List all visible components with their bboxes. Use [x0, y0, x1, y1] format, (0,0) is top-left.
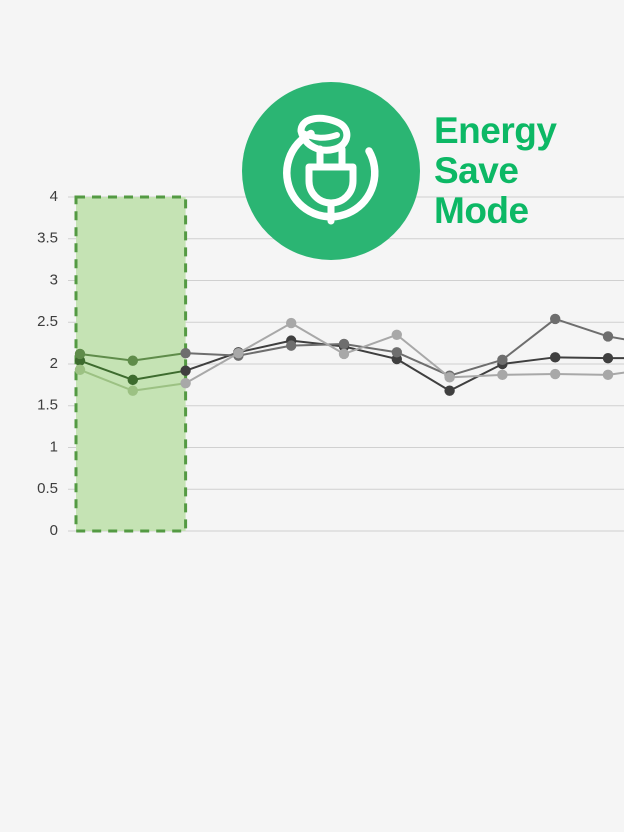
- series-segment: [132, 352, 186, 362]
- highlight-region[interactable]: [74, 195, 188, 533]
- y-axis-tick-label: 3.5: [37, 230, 58, 247]
- y-axis-tick-label: 1: [50, 438, 58, 455]
- y-axis-tick-label: 0: [50, 522, 58, 539]
- y-axis-tick-labels: 0 0.5 1 1.5 2 2.5 3 3.5 4: [37, 188, 58, 539]
- badge-title-line-1: Energy: [434, 110, 557, 152]
- data-point[interactable]: [550, 313, 561, 325]
- series-segment: [79, 368, 134, 392]
- series-segment: [396, 351, 451, 377]
- data-point[interactable]: [497, 369, 508, 381]
- series-segment: [185, 352, 239, 385]
- data-point[interactable]: [444, 372, 455, 383]
- data-point[interactable]: [497, 354, 508, 366]
- data-point[interactable]: [602, 369, 614, 381]
- data-point[interactable]: [338, 348, 350, 360]
- eco-power-plug-icon: [242, 82, 420, 260]
- series-segment: [343, 345, 398, 360]
- series-segment: [554, 317, 609, 338]
- series-segment: [555, 373, 609, 376]
- y-axis-tick-label: 2: [50, 355, 58, 372]
- series-segment: [607, 371, 624, 376]
- data-point[interactable]: [444, 385, 455, 396]
- y-axis-tick-label: 1.5: [37, 397, 58, 414]
- series-segment: [343, 333, 398, 355]
- y-axis-tick-label: 4: [50, 188, 58, 205]
- data-point[interactable]: [74, 364, 86, 376]
- data-point[interactable]: [127, 385, 138, 396]
- series-segment: [343, 342, 397, 354]
- highlight-band[interactable]: [74, 195, 188, 533]
- series-segment: [237, 322, 292, 355]
- data-point[interactable]: [74, 348, 86, 360]
- series-segment: [79, 352, 133, 362]
- data-point[interactable]: [602, 331, 614, 342]
- series-segment: [290, 322, 345, 355]
- data-point[interactable]: [180, 365, 191, 376]
- y-axis-tick-label: 3: [50, 271, 58, 288]
- series-segment: [502, 373, 556, 376]
- data-point[interactable]: [338, 338, 350, 350]
- data-point[interactable]: [233, 347, 244, 359]
- series-segment: [132, 382, 186, 392]
- series-segment: [449, 358, 503, 377]
- series-segment: [238, 344, 292, 357]
- data-point[interactable]: [550, 368, 561, 380]
- series-segment: [396, 358, 451, 392]
- y-axis-tick-label: 2.5: [37, 313, 58, 330]
- chart-series-layer: [74, 313, 624, 396]
- data-point[interactable]: [550, 352, 561, 363]
- series-segment: [291, 342, 345, 347]
- series-segment: [607, 335, 624, 341]
- series-segment: [396, 333, 451, 379]
- series-segment: [79, 359, 134, 381]
- data-point[interactable]: [180, 378, 191, 389]
- series-light: [74, 317, 624, 396]
- data-point[interactable]: [180, 347, 191, 359]
- data-point[interactable]: [286, 340, 297, 351]
- data-point[interactable]: [286, 317, 297, 329]
- series-segment: [501, 318, 556, 361]
- data-point[interactable]: [602, 352, 614, 364]
- series-segment: [502, 356, 556, 365]
- energy-usage-line-chart: 0 0.5 1 1.5 2 2.5 3 3.5 4: [37, 188, 624, 539]
- energy-save-mode-badge[interactable]: Energy Save Mode: [242, 82, 557, 260]
- data-point[interactable]: [391, 329, 402, 340]
- series-segment: [449, 363, 503, 392]
- badge-title: Energy Save Mode: [434, 110, 557, 231]
- series-segment: [185, 352, 239, 357]
- badge-title-line-3: Mode: [434, 189, 529, 231]
- badge-title-line-2: Save: [434, 150, 519, 192]
- series-segment: [291, 339, 345, 348]
- series-segment: [555, 356, 609, 360]
- series-segment: [449, 373, 503, 379]
- series-medium: [74, 313, 624, 381]
- data-point[interactable]: [127, 355, 138, 366]
- data-point[interactable]: [391, 347, 402, 358]
- y-axis-tick-label: 0.5: [37, 480, 58, 497]
- series-segment: [132, 369, 186, 381]
- chart-canvas: 0 0.5 1 1.5 2 2.5 3 3.5 4: [37, 188, 624, 539]
- data-point[interactable]: [127, 374, 138, 386]
- series-segment: [238, 339, 292, 354]
